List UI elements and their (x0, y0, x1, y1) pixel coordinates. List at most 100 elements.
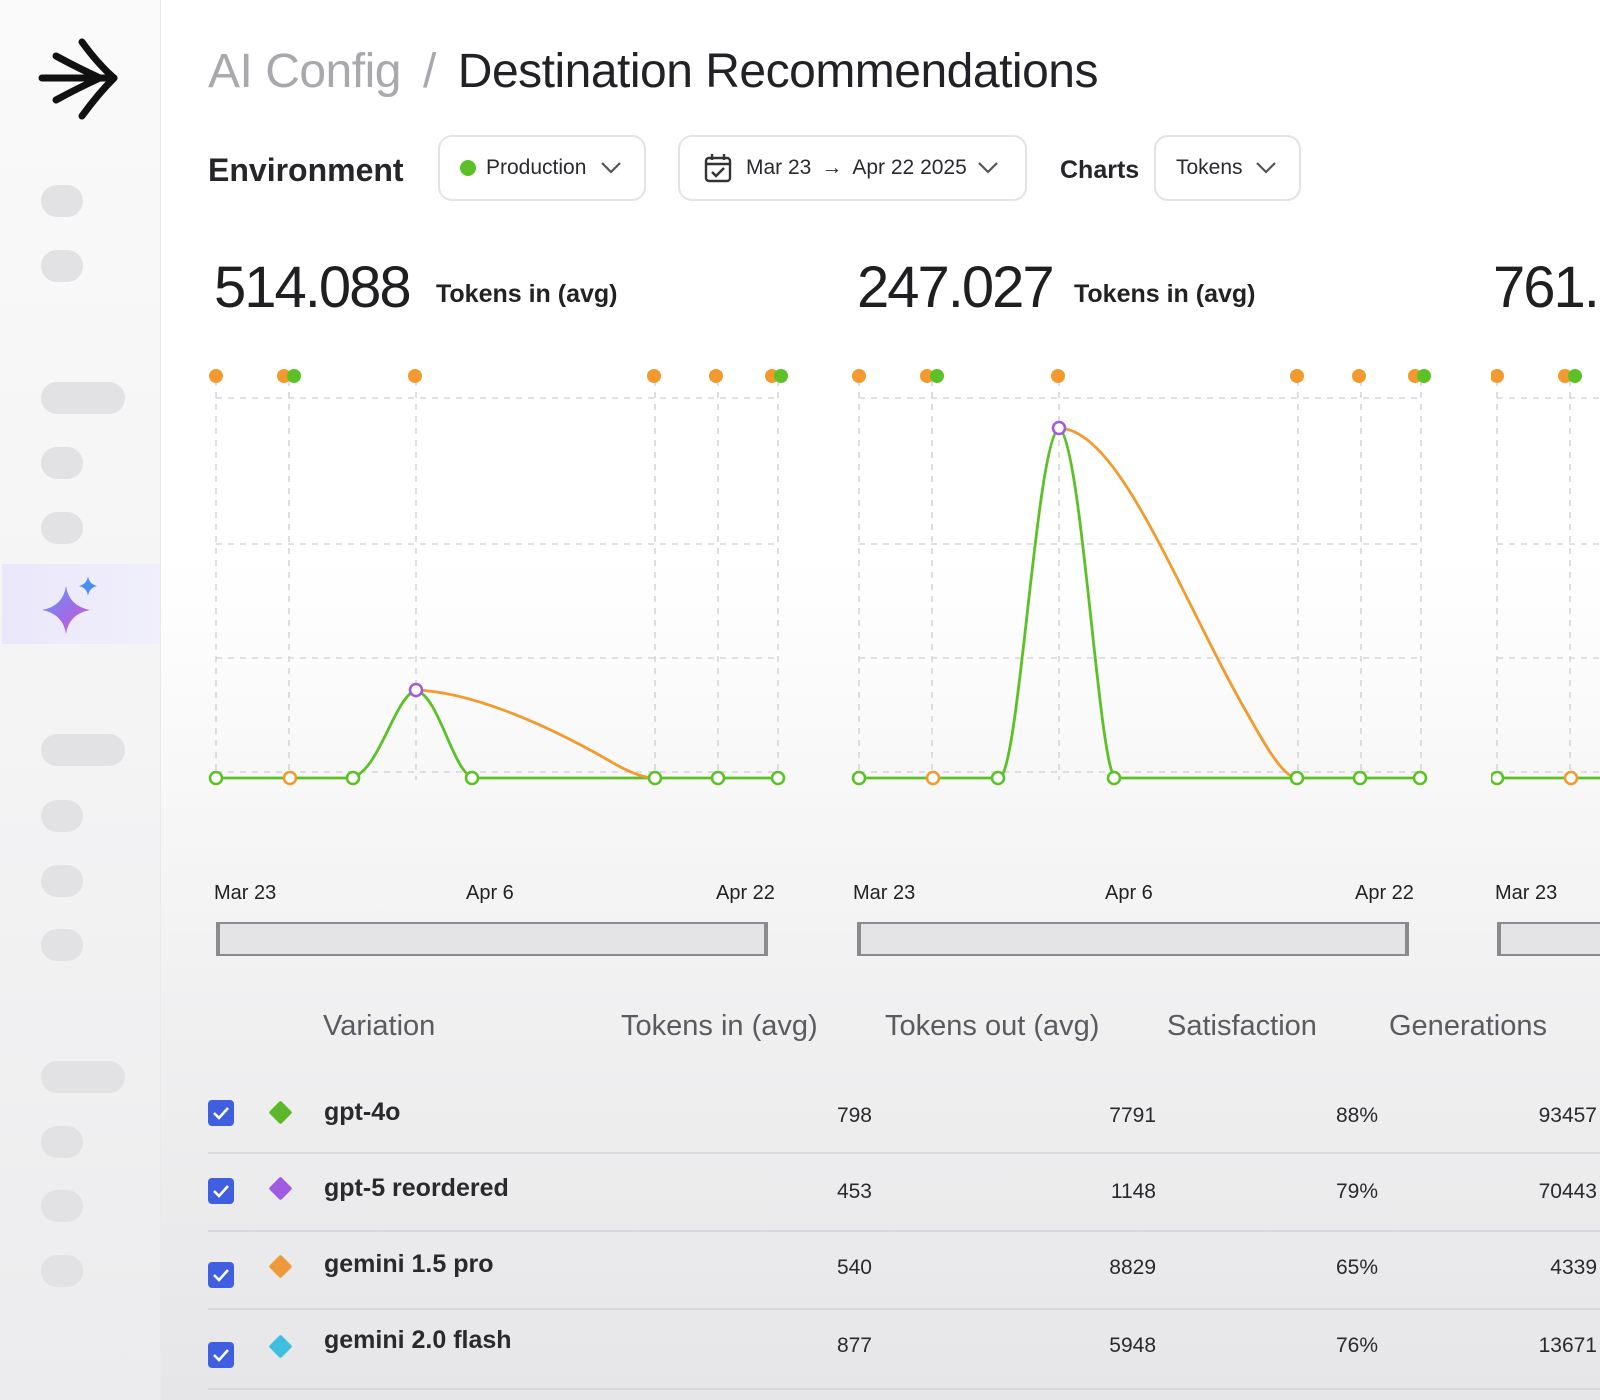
environment-dropdown[interactable]: Production (438, 135, 646, 201)
date-end: Apr 22 2025 (852, 156, 967, 179)
cell-generations: 93457 (1538, 1104, 1597, 1127)
breadcrumb-parent[interactable]: AI Config (208, 45, 401, 98)
sidebar-item[interactable] (41, 512, 83, 544)
variation-name: gemini 1.5 pro (324, 1250, 494, 1278)
sparkle-icon (42, 576, 97, 634)
status-dot (460, 160, 476, 176)
column-header-generations[interactable]: Generations (1389, 1010, 1547, 1042)
chart-panel: 514.088 Tokens in (avg) Mar 23 Apr 6 Apr… (208, 250, 828, 970)
variation-name: gpt-5 reordered (324, 1174, 509, 1202)
series-line-orange (415, 688, 656, 780)
x-tick-label: Apr 6 (1105, 882, 1153, 904)
metric-value: 247.027 (857, 255, 1055, 320)
sidebar-item[interactable] (41, 382, 125, 414)
variation-color-icon (268, 1176, 293, 1201)
sidebar-item[interactable] (41, 1255, 83, 1287)
cell-satisfaction: 65% (1335, 1256, 1378, 1279)
range-scrubber[interactable] (857, 922, 1409, 956)
grid-lines (1496, 380, 1600, 780)
cell-tokens-in: 453 (836, 1180, 872, 1203)
sidebar-item[interactable] (41, 185, 83, 217)
cell-generations: 4339 (1550, 1256, 1597, 1279)
column-header-tokens-in[interactable]: Tokens in (avg) (621, 1010, 818, 1042)
line-chart[interactable] (851, 360, 1431, 840)
table-row[interactable]: gpt-4o 798 7791 88% 93457 (208, 1074, 1600, 1154)
sidebar-item[interactable] (41, 929, 83, 961)
line-chart[interactable] (1491, 360, 1600, 840)
x-tick-label: Apr 6 (466, 882, 514, 904)
sidebar-item[interactable] (41, 1190, 83, 1222)
top-markers (209, 369, 788, 383)
metric-label: Tokens in (avg) (436, 280, 618, 308)
cell-tokens-out: 8829 (1109, 1256, 1156, 1279)
charts-metric-dropdown[interactable]: Tokens (1154, 135, 1301, 201)
sidebar-item[interactable] (41, 1126, 83, 1158)
cell-satisfaction: 79% (1335, 1180, 1378, 1203)
data-points (1491, 770, 1579, 786)
row-checkbox[interactable] (208, 1178, 234, 1204)
sidebar-item[interactable] (41, 250, 83, 282)
metric-value: 514.088 (214, 255, 412, 320)
cell-generations: 13671 (1538, 1334, 1597, 1357)
metric-label: Tokens in (avg) (1074, 280, 1256, 308)
line-chart[interactable] (208, 360, 788, 840)
variation-name: gpt-4o (324, 1098, 401, 1126)
sidebar-item[interactable] (41, 734, 125, 766)
cell-satisfaction: 88% (1335, 1104, 1378, 1127)
column-header-tokens-out[interactable]: Tokens out (avg) (885, 1010, 1100, 1042)
logo-icon[interactable] (38, 38, 122, 122)
table-row[interactable]: gemini 1.5 pro 540 8829 65% 4339 (208, 1230, 1600, 1310)
chevron-down-icon (978, 162, 998, 174)
page-title: Destination Recommendations (457, 45, 1099, 98)
charts-value: Tokens (1176, 156, 1243, 179)
charts-label: Charts (1060, 156, 1140, 184)
cell-generations: 70443 (1538, 1180, 1597, 1203)
chevron-down-icon (1256, 162, 1276, 174)
chart-panel: 761.1 Mar 23 (1491, 250, 1600, 970)
chart-panel: 247.027 Tokens in (avg) Mar 23 Apr 6 Apr… (851, 250, 1471, 970)
sidebar-item[interactable] (41, 447, 83, 479)
date-range-picker[interactable]: Mar 23 → Apr 22 2025 (678, 135, 1027, 201)
cell-tokens-out: 1148 (1110, 1180, 1156, 1203)
row-checkbox[interactable] (208, 1100, 234, 1126)
column-header-satisfaction[interactable]: Satisfaction (1167, 1010, 1317, 1042)
table-row[interactable]: gemini 2.0 flash 877 5948 76% 13671 (208, 1308, 1600, 1390)
sidebar-item[interactable] (41, 1061, 125, 1093)
sidebar-item-ai-config[interactable] (2, 564, 160, 644)
environment-value: Production (486, 156, 587, 179)
row-checkbox[interactable] (208, 1342, 234, 1368)
cell-tokens-in: 798 (836, 1104, 872, 1127)
x-tick-label: Mar 23 (853, 882, 916, 904)
column-header-variation[interactable]: Variation (323, 1010, 436, 1042)
range-scrubber[interactable] (1497, 922, 1600, 956)
table-row[interactable]: gpt-5 reordered 453 1148 79% 70443 (208, 1152, 1600, 1232)
series-line-green (859, 426, 1421, 780)
variation-color-icon (268, 1100, 293, 1125)
environment-label: Environment (208, 152, 404, 188)
variation-name: gemini 2.0 flash (324, 1326, 512, 1354)
series-line-green (216, 688, 778, 780)
sidebar-item[interactable] (41, 865, 83, 897)
variation-color-icon (268, 1254, 293, 1279)
row-checkbox[interactable] (208, 1262, 234, 1288)
breadcrumb-separator: / (422, 45, 436, 98)
sidebar-item[interactable] (41, 800, 83, 832)
breadcrumb: AI Config / Destination Recommendations (208, 44, 1098, 99)
cell-tokens-in: 877 (836, 1334, 872, 1357)
grid-lines (215, 380, 779, 780)
cell-tokens-in: 540 (836, 1256, 872, 1279)
x-tick-label: Mar 23 (1495, 882, 1558, 904)
data-points (208, 682, 786, 786)
x-tick-label: Apr 22 (716, 882, 775, 904)
arrow-right-icon: → (821, 156, 843, 179)
calendar-icon (704, 154, 732, 183)
chevron-down-icon (601, 162, 621, 174)
x-tick-label: Mar 23 (214, 882, 277, 904)
range-scrubber[interactable] (216, 922, 768, 956)
top-markers (852, 369, 1431, 383)
grid-lines (858, 380, 1422, 780)
series-line-orange (1058, 426, 1299, 780)
metric-value: 761.1 (1493, 255, 1600, 320)
date-start: Mar 23 (746, 156, 812, 179)
cell-satisfaction: 76% (1335, 1334, 1378, 1357)
